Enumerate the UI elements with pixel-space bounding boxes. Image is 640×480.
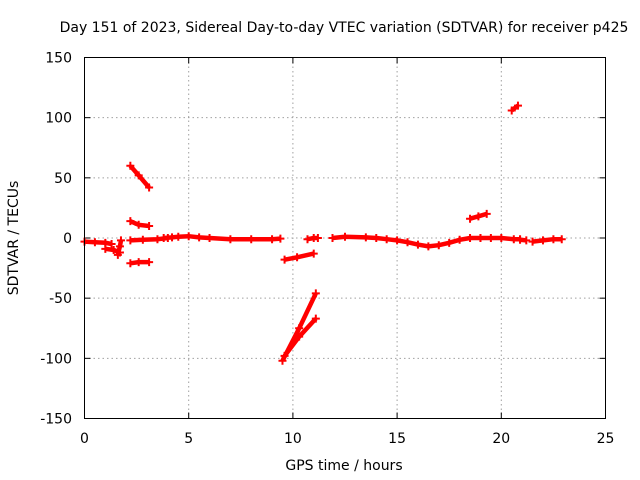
data-point xyxy=(424,242,433,251)
series-arc-1 xyxy=(80,237,116,249)
data-point xyxy=(513,101,522,110)
data-point xyxy=(134,171,143,180)
data-point xyxy=(482,209,491,218)
y-tick-label: 0 xyxy=(63,231,72,247)
data-point xyxy=(507,106,516,115)
data-point xyxy=(445,238,454,247)
y-tick-label: -100 xyxy=(40,351,72,367)
y-tick-label: 50 xyxy=(54,171,72,187)
data-point xyxy=(184,232,193,241)
x-tick-label: 20 xyxy=(492,431,510,447)
x-tick-label: 10 xyxy=(284,431,302,447)
x-tick-label: 15 xyxy=(388,431,406,447)
data-point xyxy=(101,244,110,253)
series-arc-12 xyxy=(303,234,322,244)
series-arc-18 xyxy=(528,235,566,246)
data-point xyxy=(134,220,143,229)
data-point xyxy=(311,314,320,323)
data-point xyxy=(538,236,547,245)
series-arc-5 xyxy=(126,217,154,230)
y-tick-label: 100 xyxy=(45,111,72,127)
data-point xyxy=(268,235,277,244)
data-point xyxy=(90,238,99,247)
data-layer xyxy=(80,101,566,365)
chart-title: Day 151 of 2023, Sidereal Day-to-day VTE… xyxy=(60,20,629,36)
data-point xyxy=(455,235,464,244)
data-point xyxy=(126,236,135,245)
data-point xyxy=(107,240,116,249)
data-point xyxy=(293,253,302,262)
data-point xyxy=(276,234,285,243)
x-axis-label: GPS time / hours xyxy=(285,458,402,474)
x-tick-label: 25 xyxy=(597,431,615,447)
y-tick-label: -50 xyxy=(49,291,72,307)
series-arc-8 xyxy=(159,232,285,244)
data-point xyxy=(116,236,125,245)
x-tick-label: 5 xyxy=(184,431,193,447)
data-point xyxy=(145,183,154,192)
data-point xyxy=(557,235,566,244)
data-point xyxy=(313,234,322,242)
data-point xyxy=(413,240,422,249)
data-point xyxy=(174,232,183,241)
x-tick-label: 0 xyxy=(80,431,89,447)
data-point xyxy=(361,233,370,242)
data-point xyxy=(382,235,391,244)
series-arc-17 xyxy=(516,235,531,245)
data-point xyxy=(528,237,537,246)
data-point xyxy=(486,234,495,242)
data-point xyxy=(126,161,135,170)
data-point xyxy=(145,221,154,230)
plot-frame xyxy=(84,57,606,419)
data-point xyxy=(474,212,483,221)
series-arc-14 xyxy=(466,209,491,223)
data-point xyxy=(205,234,214,242)
data-point xyxy=(403,238,412,247)
data-point xyxy=(145,258,154,267)
series-arc-7 xyxy=(126,258,154,268)
data-point xyxy=(311,289,320,298)
series-arc-16 xyxy=(507,101,522,115)
data-point xyxy=(522,236,531,245)
data-point xyxy=(295,324,304,333)
data-point xyxy=(159,234,168,242)
data-point xyxy=(138,235,147,244)
data-point xyxy=(466,214,475,223)
data-point xyxy=(280,351,289,360)
data-point xyxy=(497,234,506,242)
data-point xyxy=(295,332,304,341)
data-point xyxy=(115,242,124,251)
data-point xyxy=(466,234,475,242)
y-tick-label: 150 xyxy=(45,51,72,67)
data-point xyxy=(303,235,312,244)
data-point xyxy=(247,235,256,244)
data-point xyxy=(434,241,443,250)
data-point xyxy=(372,234,381,242)
series-arc-3 xyxy=(113,236,125,259)
data-point xyxy=(549,235,558,244)
data-point xyxy=(113,250,122,259)
data-point xyxy=(309,249,318,258)
data-point xyxy=(134,258,143,267)
series-arc-9 xyxy=(280,249,318,264)
tick-layer: 0 5 10 15 20 25 -150 -100 -50 0 50 100 150 xyxy=(40,51,614,448)
data-point xyxy=(126,259,135,268)
data-point xyxy=(393,236,402,245)
series-line xyxy=(532,236,562,244)
data-point xyxy=(278,356,287,365)
data-point xyxy=(153,235,162,244)
data-point xyxy=(195,233,204,242)
data-point xyxy=(328,234,337,242)
data-point xyxy=(226,235,235,244)
data-point xyxy=(341,232,349,241)
data-point xyxy=(476,234,485,242)
series-arc-11 xyxy=(280,314,320,360)
y-tick-label: -150 xyxy=(40,412,72,428)
data-point xyxy=(109,246,118,255)
data-point xyxy=(280,255,289,264)
data-point xyxy=(126,217,135,226)
series-arc-4 xyxy=(126,161,154,192)
y-axis-label: SDTVAR / TECUs xyxy=(6,181,22,296)
